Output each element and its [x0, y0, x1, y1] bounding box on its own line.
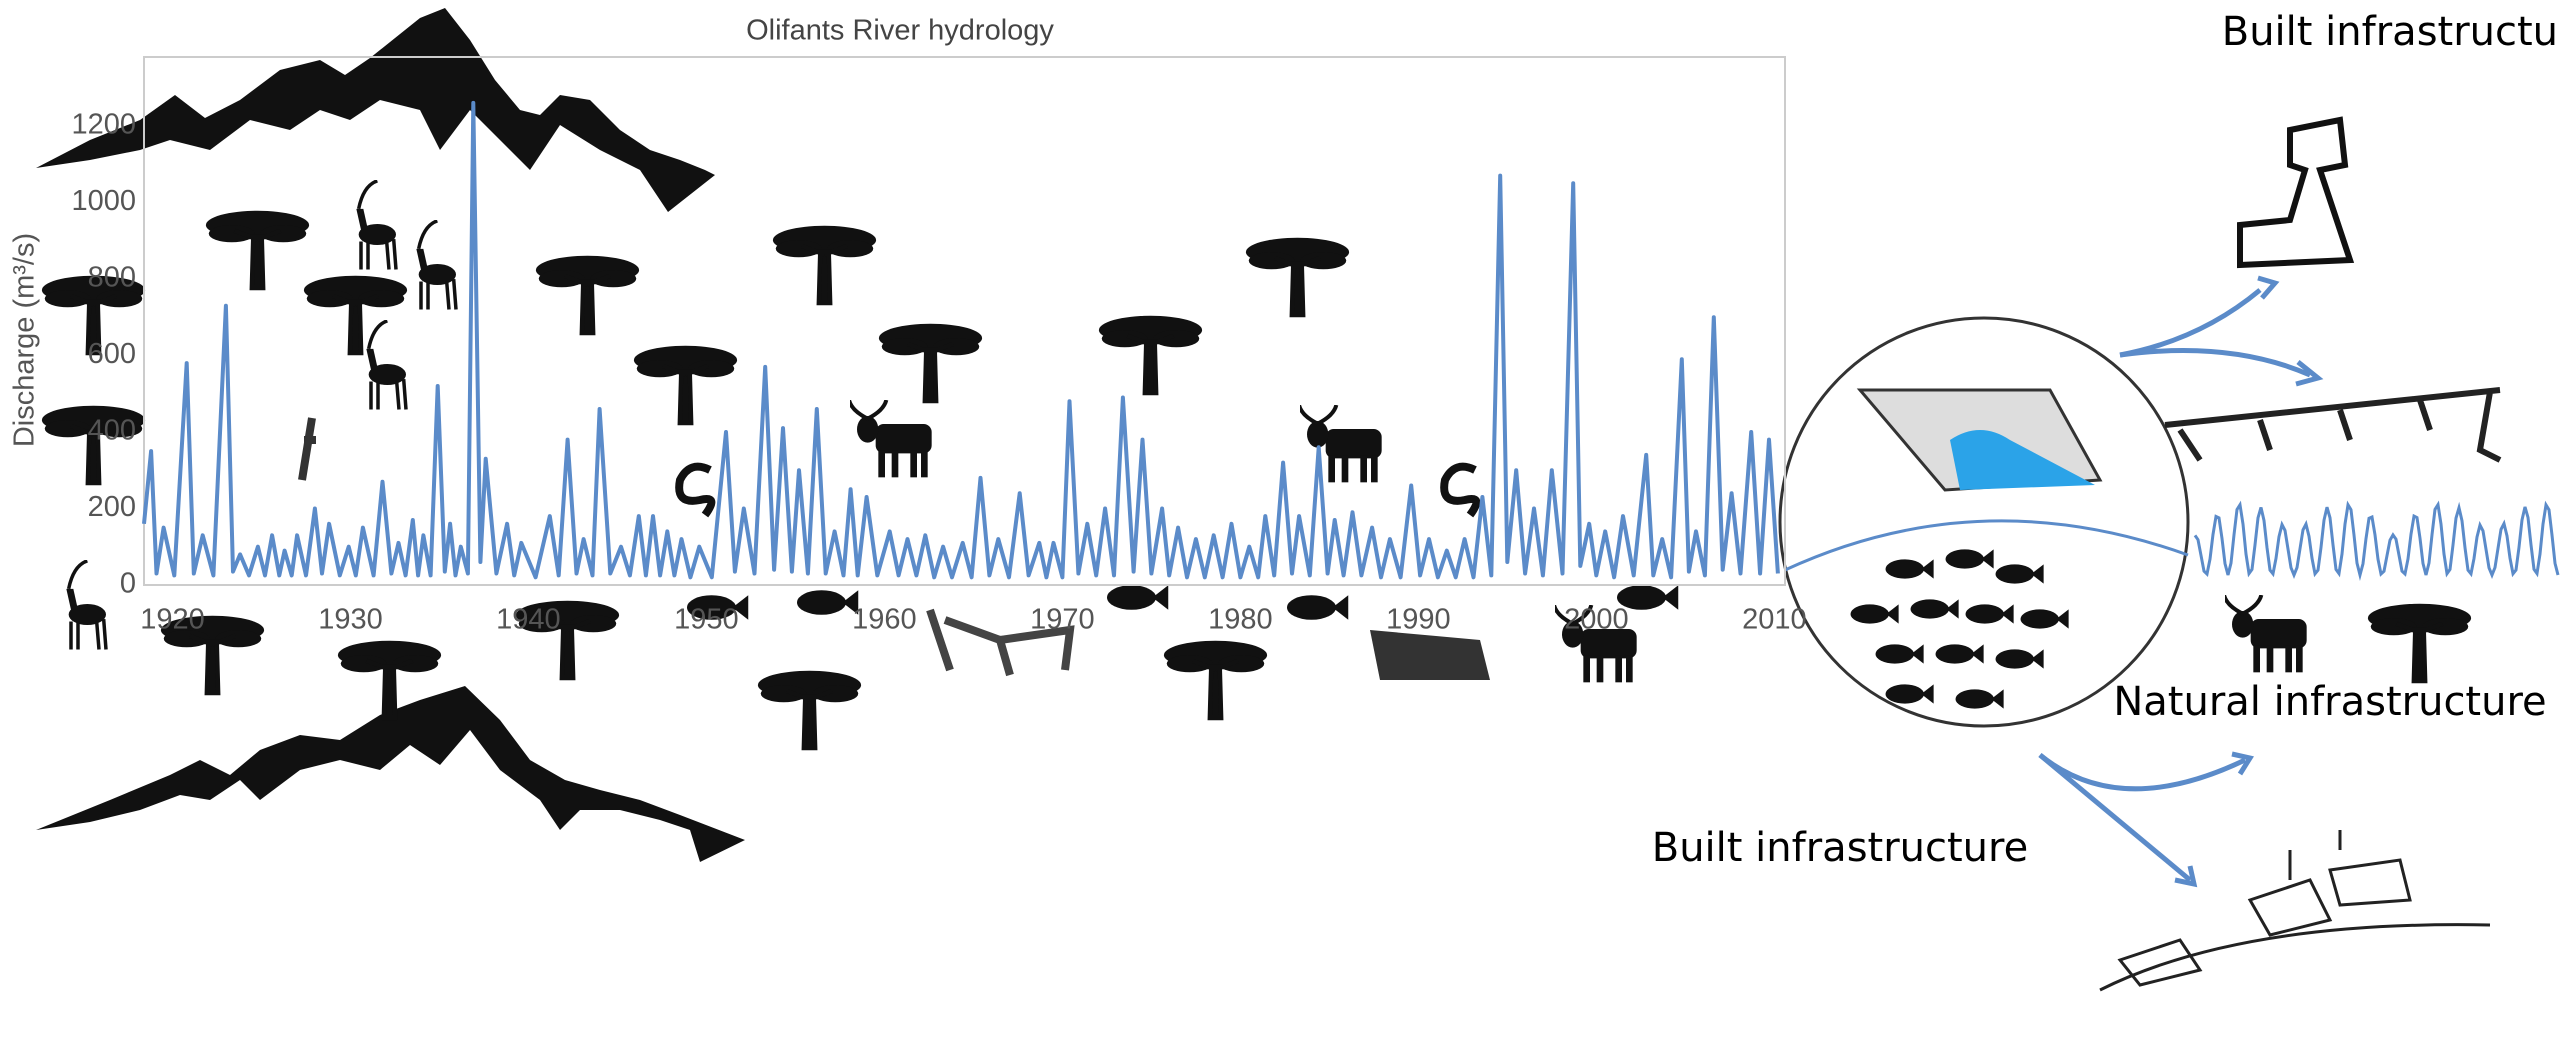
fish: [1956, 689, 2004, 708]
cattle: [849, 400, 932, 477]
person-figure: [302, 418, 316, 480]
tree: [773, 226, 876, 303]
x-tick-label: 1970: [1030, 604, 1095, 636]
tree: [304, 276, 407, 353]
eel: [679, 467, 711, 515]
decoration: [36, 8, 2558, 990]
x-tick-label: 1950: [674, 604, 739, 636]
tree: [536, 256, 639, 333]
y-tick-label: 800: [88, 262, 136, 294]
x-tick-label: 2010: [1742, 604, 1807, 636]
annotation: Built infrastructure: [2222, 9, 2560, 55]
chart-title: Olifants River hydrology: [746, 15, 1054, 47]
antelope: [356, 181, 396, 270]
arrow: [2120, 290, 2260, 355]
antelope: [416, 221, 456, 310]
cattle: [2224, 595, 2307, 672]
antelope: [66, 561, 106, 650]
y-tick-label: 200: [88, 491, 136, 523]
tractor-figure: [1370, 630, 1490, 680]
tree: [1099, 316, 1202, 393]
x-tick-label: 1930: [318, 604, 383, 636]
annotation: Natural infrastructure: [2113, 679, 2546, 725]
fish: [1996, 564, 2044, 583]
mine-icon: [2240, 120, 2350, 265]
x-tick-label: 1940: [496, 604, 561, 636]
fish: [1107, 585, 1168, 610]
fish-school: [1851, 549, 2069, 708]
y-tick-label: 1000: [71, 185, 136, 217]
tree: [1246, 238, 1349, 315]
y-axis-label: Discharge (m³/s): [9, 233, 41, 447]
tree: [206, 211, 309, 288]
plot-frame: [144, 57, 1785, 585]
x-tick-label: 1960: [852, 604, 917, 636]
fish: [2021, 609, 2069, 628]
fish: [1886, 559, 1934, 578]
tree: [758, 671, 861, 748]
fish: [1946, 549, 1994, 568]
infographic: Olifants River hydrology Discharge (m³/s…: [0, 0, 2560, 1045]
y-tick-label: 1200: [71, 109, 136, 141]
fish: [1996, 649, 2044, 668]
y-tick-label: 0: [120, 568, 136, 600]
fish: [1936, 644, 1984, 663]
arrowhead: [2258, 278, 2275, 298]
x-tick-label: 1920: [140, 604, 205, 636]
x-tick-label: 2000: [1564, 604, 1629, 636]
page: {"chart_data": {"type": "line", "title":…: [0, 0, 2560, 1045]
eel: [1444, 467, 1476, 515]
arrow: [2120, 351, 2310, 376]
fish: [1287, 595, 1348, 620]
annotation: Built infrastructure: [1652, 825, 2028, 871]
tree: [2368, 604, 2471, 681]
hydrograph-decoration: [2195, 505, 2558, 575]
tree: [1164, 641, 1267, 718]
y-tick-label: 600: [88, 338, 136, 370]
cattle: [1299, 405, 1382, 482]
tree-icons: [42, 211, 2471, 748]
x-tick-label: 1980: [1208, 604, 1273, 636]
tree: [879, 324, 982, 401]
fish: [1966, 604, 2014, 623]
fish: [1851, 604, 1899, 623]
antelope: [366, 321, 406, 410]
tree: [634, 346, 737, 423]
irrigation-icon: [2165, 390, 2500, 460]
fish: [797, 590, 858, 615]
fish: [1886, 684, 1934, 703]
fish: [1911, 599, 1959, 618]
arrow: [2040, 755, 2190, 880]
x-tick-label: 1990: [1386, 604, 1451, 636]
y-tick-label: 400: [88, 415, 136, 447]
fish: [1876, 644, 1924, 663]
